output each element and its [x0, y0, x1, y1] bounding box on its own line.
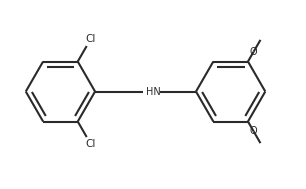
Text: O: O [250, 126, 257, 136]
Text: O: O [250, 47, 257, 57]
Text: HN: HN [146, 87, 161, 97]
Text: Cl: Cl [85, 139, 95, 149]
Text: Cl: Cl [85, 34, 95, 44]
